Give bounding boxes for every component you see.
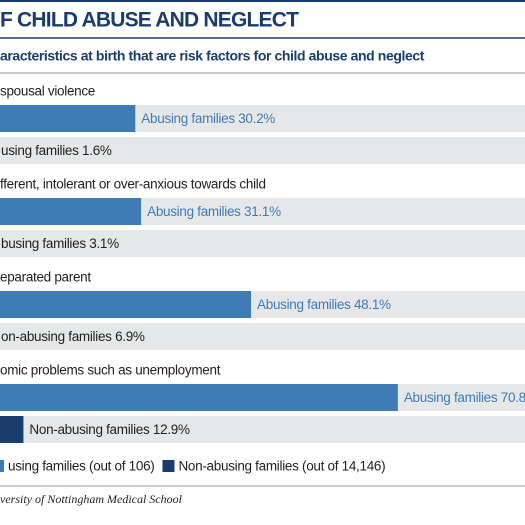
value-label: Abusing families 48.1%: [257, 297, 391, 312]
row-background: [0, 230, 525, 257]
legend-label: Non-abusing families (out of 14,146): [178, 459, 385, 474]
bar: [0, 384, 398, 411]
legend-swatch: [0, 460, 4, 472]
category-label: spousal violence: [0, 84, 95, 99]
bar: [0, 105, 136, 132]
bar: [0, 416, 24, 443]
category-label: eparated parent: [0, 270, 91, 285]
legend-label: using families (out of 106): [8, 459, 154, 474]
chart-title: F CHILD ABUSE AND NEGLECT: [0, 9, 299, 32]
value-label: busing families 3.1%: [1, 236, 119, 251]
row-background: [0, 137, 525, 164]
value-label: on-abusing families 6.9%: [1, 329, 145, 344]
source: versity of Nottingham Medical School: [0, 492, 183, 506]
category-label: fferent, intolerant or over-anxious towa…: [0, 177, 266, 192]
value-label: Abusing families 30.2%: [141, 111, 275, 126]
bar: [0, 291, 252, 318]
category-label: omic problems such as unemployment: [0, 363, 221, 378]
value-label: Abusing families 70.8: [404, 390, 525, 405]
chart-subtitle: aracteristics at birth that are risk fac…: [0, 48, 425, 64]
legend-swatch: [162, 460, 175, 472]
bar: [0, 198, 142, 225]
value-label: Non-abusing families 12.9%: [29, 422, 190, 437]
row-background: [0, 416, 525, 443]
value-label: using families 1.6%: [1, 143, 112, 158]
value-label: Abusing families 31.1%: [147, 204, 281, 219]
row-background: [0, 323, 525, 350]
